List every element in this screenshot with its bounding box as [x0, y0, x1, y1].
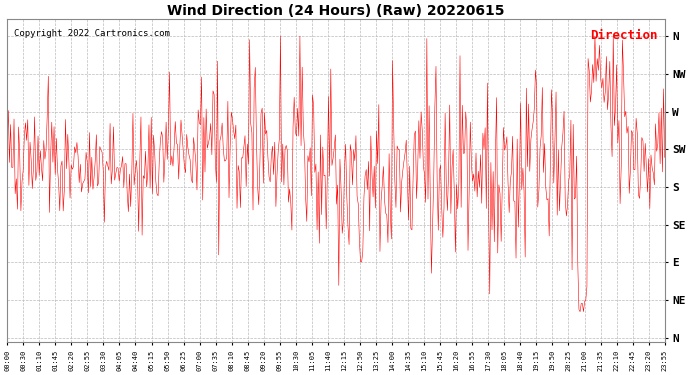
- Text: Direction: Direction: [591, 29, 658, 42]
- Title: Wind Direction (24 Hours) (Raw) 20220615: Wind Direction (24 Hours) (Raw) 20220615: [167, 4, 504, 18]
- Text: Copyright 2022 Cartronics.com: Copyright 2022 Cartronics.com: [14, 29, 170, 38]
